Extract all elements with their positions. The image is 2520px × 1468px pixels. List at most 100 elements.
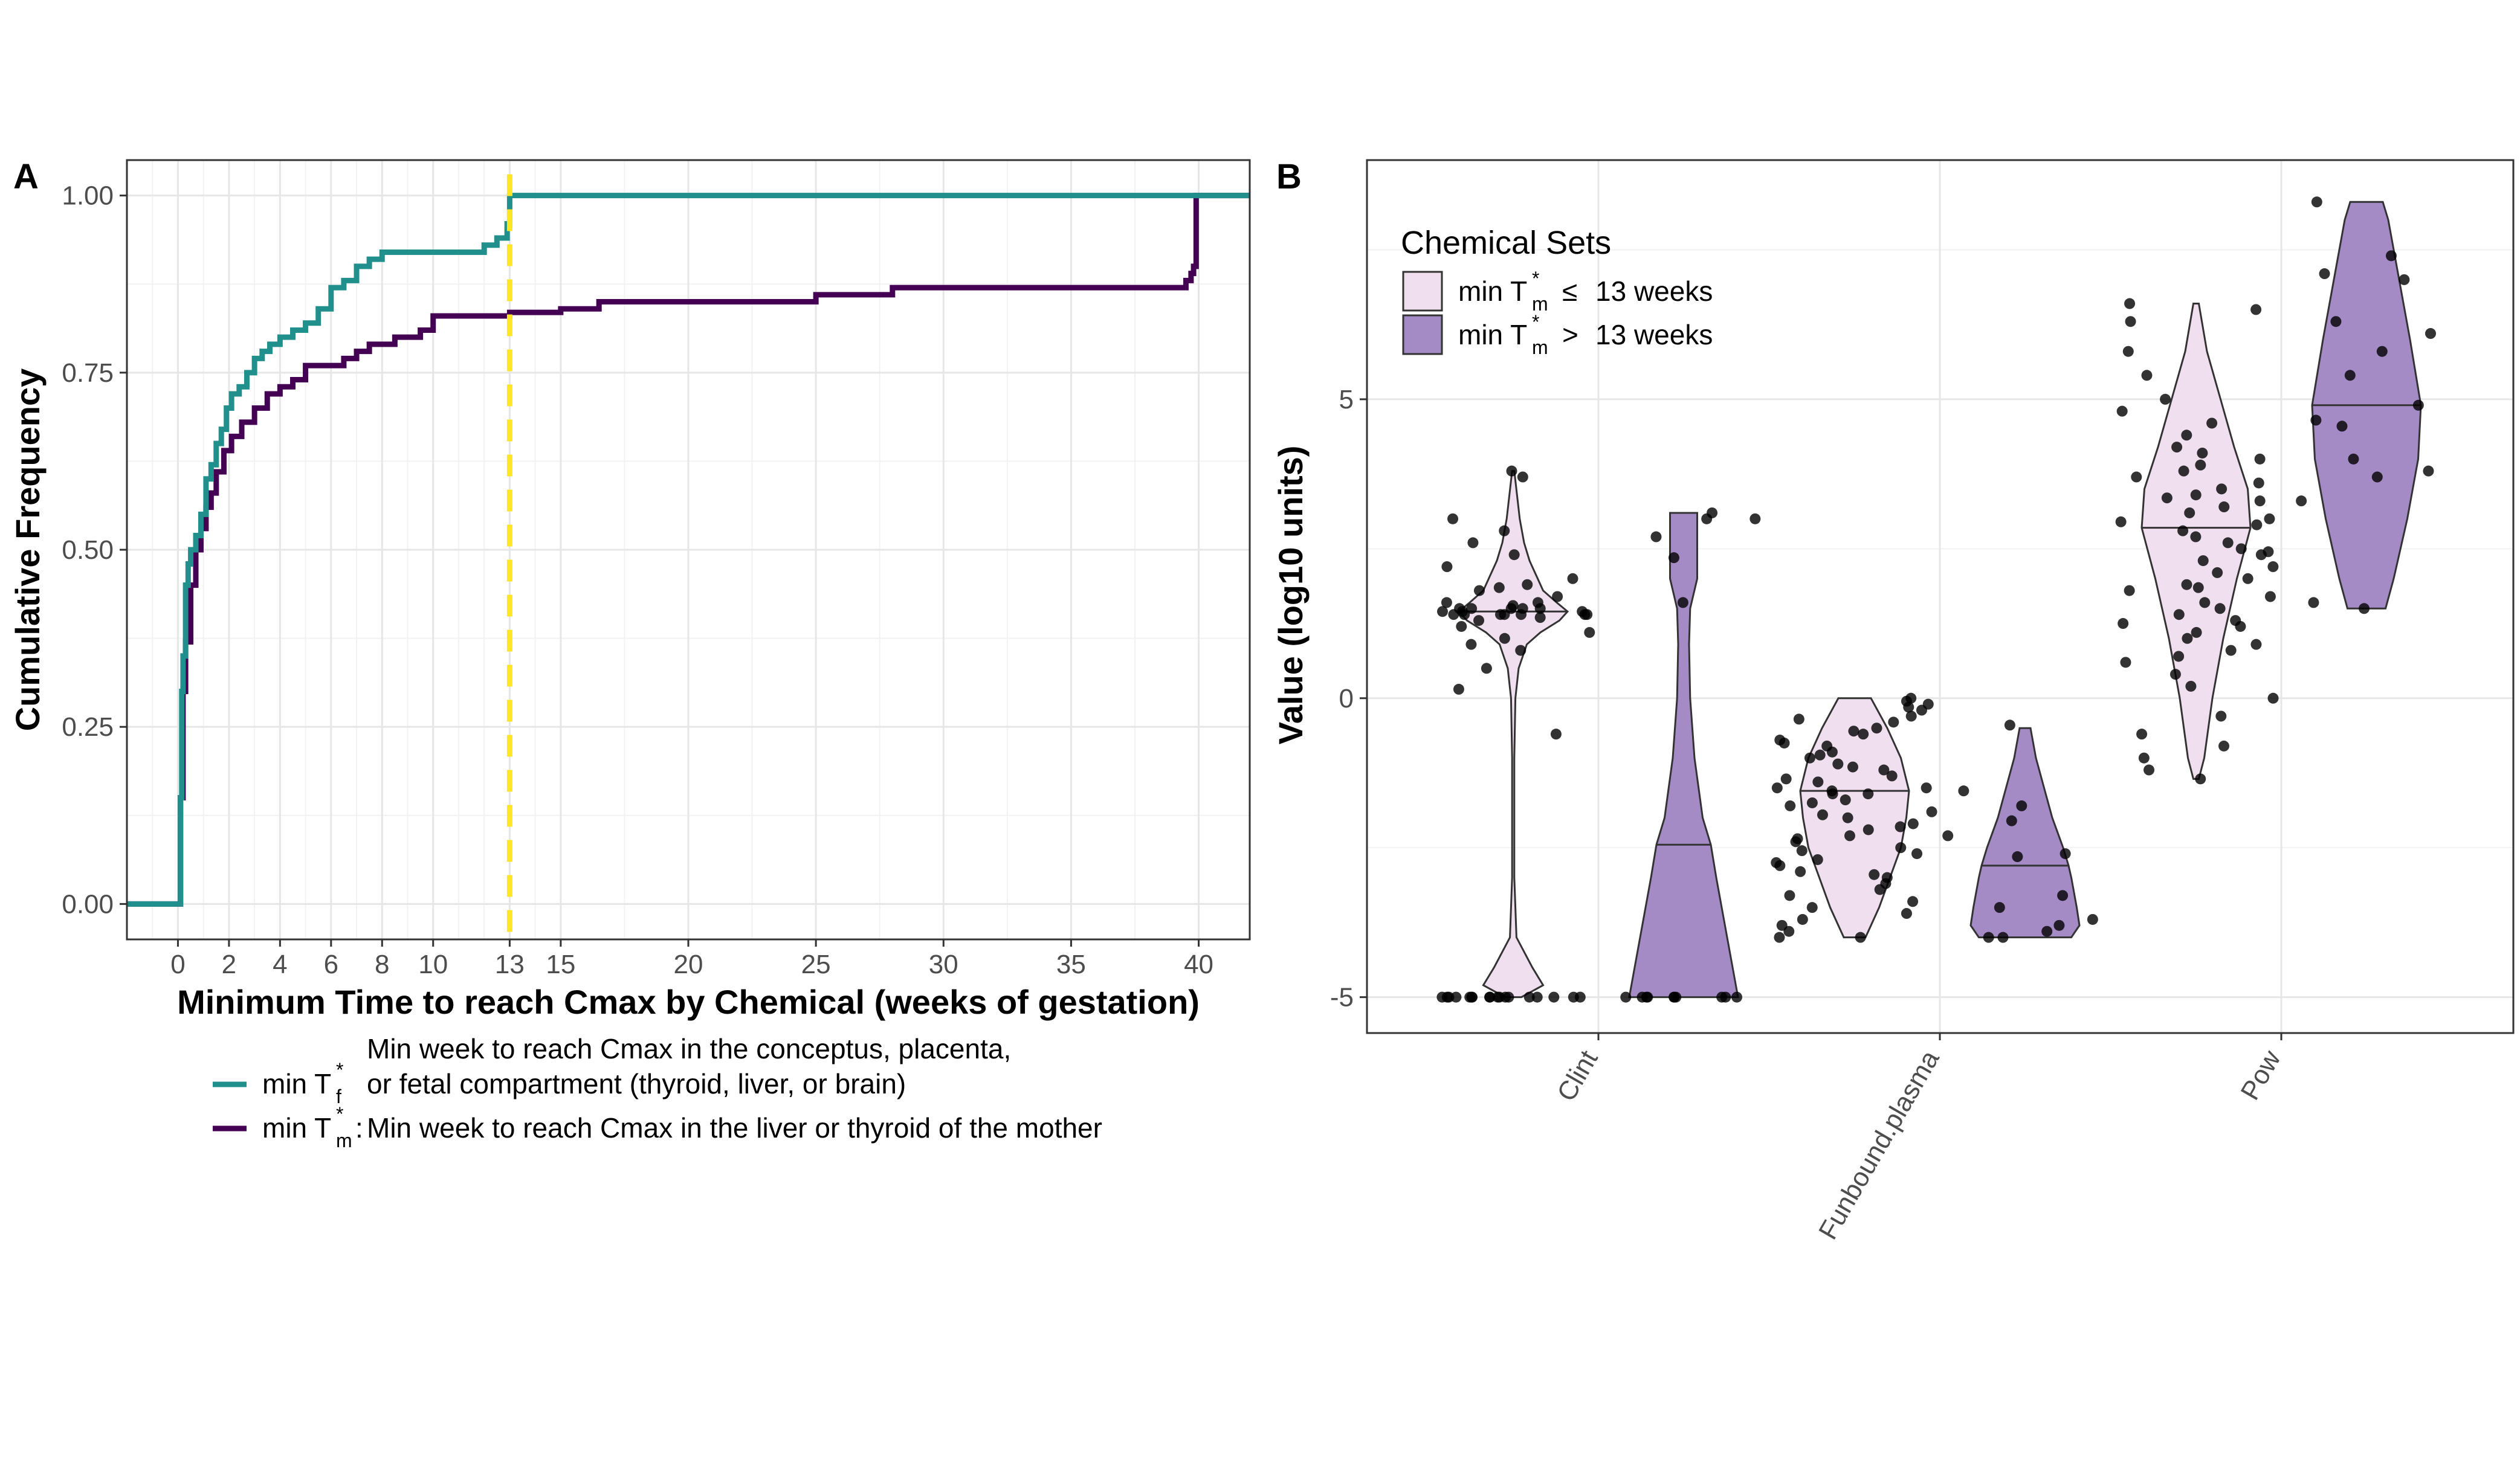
data-point xyxy=(1620,991,1632,1003)
data-point xyxy=(2253,477,2264,489)
legend-gt-text: 13 weeks xyxy=(1595,319,1713,350)
data-point xyxy=(2376,346,2388,357)
data-point xyxy=(2225,645,2237,656)
data-point xyxy=(1515,645,1527,656)
data-point xyxy=(1780,773,1792,785)
data-point xyxy=(2190,531,2202,542)
data-point xyxy=(1855,932,1866,943)
data-point xyxy=(2206,417,2218,429)
data-point xyxy=(1858,729,1869,740)
data-point xyxy=(2197,555,2209,567)
data-point xyxy=(2191,626,2202,638)
legend-maternal-sup: * xyxy=(336,1103,343,1125)
data-point xyxy=(2161,492,2173,504)
data-point xyxy=(1669,991,1680,1003)
data-point xyxy=(1795,866,1806,877)
data-point xyxy=(1552,591,1563,602)
data-point xyxy=(2425,328,2436,340)
data-point xyxy=(2199,597,2211,608)
panel-b-y-tick-label: 5 xyxy=(1339,385,1354,414)
data-point xyxy=(1886,770,1898,782)
violin-Funbound.plasma-gt xyxy=(1969,727,2081,939)
data-point xyxy=(1878,764,1890,776)
panel-b-grid xyxy=(1367,160,2513,1033)
data-point xyxy=(2016,800,2027,811)
data-point xyxy=(1874,884,1885,895)
data-point xyxy=(1942,830,1954,842)
data-point xyxy=(1493,582,1505,593)
data-point xyxy=(1895,842,1907,854)
panel-a-x-tick-label: 6 xyxy=(324,950,338,979)
data-point xyxy=(1907,896,1919,907)
data-point xyxy=(2160,393,2171,405)
data-point xyxy=(2197,447,2208,459)
data-point xyxy=(1642,991,1653,1003)
data-point xyxy=(1447,513,1459,524)
data-point xyxy=(1441,597,1452,608)
data-point xyxy=(2185,680,2197,692)
data-point xyxy=(1534,612,1546,623)
data-point xyxy=(2423,465,2434,477)
panel-a-x-tick-label: 30 xyxy=(929,950,958,979)
data-point xyxy=(1797,913,1808,925)
data-point xyxy=(2125,316,2136,327)
data-point xyxy=(2138,752,2150,764)
panel-b-label: B xyxy=(1276,157,1302,196)
data-point xyxy=(1905,710,1917,722)
data-point xyxy=(2311,196,2322,208)
data-point xyxy=(2371,471,2383,483)
data-point xyxy=(2330,316,2342,327)
data-point xyxy=(1531,991,1543,1003)
data-point xyxy=(1437,606,1449,617)
panel-a-x-tick-label: 0 xyxy=(170,950,185,979)
panel-a-grid xyxy=(127,160,1250,939)
data-point xyxy=(2053,919,2065,931)
data-point xyxy=(1804,752,1815,764)
data-point xyxy=(1871,723,1882,734)
data-point xyxy=(2136,729,2148,740)
legend-maternal-text: Min week to reach Cmax in the liver or t… xyxy=(367,1112,1102,1144)
data-point xyxy=(2310,414,2322,426)
data-point xyxy=(1848,726,1859,737)
panel-a-x-tick-label: 10 xyxy=(418,950,448,979)
legend-key-gt-13 xyxy=(1402,314,1443,355)
panel-a-y-ticks: 0.00 0.25 0.50 0.75 1.00 xyxy=(62,181,127,919)
data-point xyxy=(1793,713,1804,725)
panel-b-points xyxy=(1436,196,2436,1003)
data-point xyxy=(2251,519,2263,530)
data-point xyxy=(1903,701,1914,713)
violin-Clint-gt xyxy=(1628,512,1739,999)
data-point xyxy=(2336,420,2348,432)
legend-gt-rel: > xyxy=(1562,319,1578,350)
data-point xyxy=(2254,453,2266,465)
data-point xyxy=(2242,573,2253,584)
panel-a-x-tick-label: 13 xyxy=(495,950,525,979)
data-point xyxy=(1456,620,1467,632)
panel-b-legend: Chemical Sets min T m * ≤ 13 weeks min T… xyxy=(1401,225,1713,358)
data-point xyxy=(1895,821,1906,832)
data-point xyxy=(2184,507,2195,518)
data-point xyxy=(1466,603,1478,614)
data-point xyxy=(2267,561,2279,573)
data-point xyxy=(1832,758,1844,770)
data-point xyxy=(1958,785,1969,797)
data-point xyxy=(1749,513,1761,524)
data-point xyxy=(2115,516,2127,527)
data-point xyxy=(1814,749,1826,761)
data-point xyxy=(1523,991,1535,1003)
panel-b-y-tick-label: -5 xyxy=(1330,983,1354,1012)
data-point xyxy=(2144,764,2155,776)
data-point xyxy=(1771,857,1782,868)
panel-a-y-tick-label: 0.25 xyxy=(62,712,114,742)
data-point xyxy=(2215,710,2227,722)
legend-le-prefix: min T xyxy=(1458,275,1527,307)
data-point xyxy=(2012,851,2023,863)
panel-a-x-tick-label: 8 xyxy=(375,950,389,979)
data-point xyxy=(2120,657,2131,668)
data-point xyxy=(2124,298,2136,309)
data-point xyxy=(2319,268,2330,280)
legend-le-sup: * xyxy=(1532,268,1539,289)
data-point xyxy=(1779,737,1790,748)
panel-a-y-axis-title: Cumulative Frequency xyxy=(8,369,47,732)
